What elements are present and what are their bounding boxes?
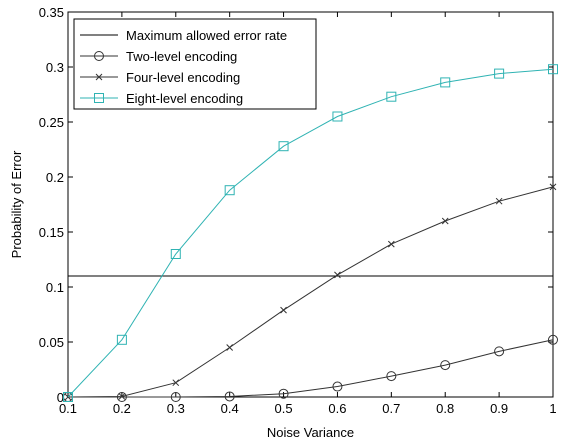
data-point-four-level-encoding-stroke xyxy=(441,217,449,225)
y-axis-label: Probability of Error xyxy=(9,150,24,258)
data-point-two-level-encoding xyxy=(116,392,127,402)
data-point-eight-level-encoding xyxy=(278,141,289,152)
data-point-two-level-encoding xyxy=(170,392,181,402)
series-line-four-level-encoding xyxy=(67,186,554,398)
data-point-four-level-encoding xyxy=(387,240,395,248)
data-point-two-level-encoding xyxy=(332,381,343,392)
y-tick-label: 0 xyxy=(57,390,64,405)
x-tick-label: 1 xyxy=(549,401,556,416)
data-point-eight-level-encoding xyxy=(386,91,397,102)
data-point-eight-level-encoding xyxy=(440,77,451,88)
legend-label-four-level-encoding: Four-level encoding xyxy=(126,70,240,85)
data-point-four-level-encoding-stroke xyxy=(334,271,341,279)
data-point-four-level-encoding xyxy=(549,183,557,191)
data-point-eight-level-encoding xyxy=(494,68,505,79)
data-point-four-level-encoding xyxy=(172,379,180,387)
legend-marker-two-level-encoding xyxy=(94,51,104,61)
data-point-eight-level-encoding xyxy=(224,185,235,196)
legend-marker-eight-level-encoding xyxy=(94,93,104,103)
data-point-four-level-encoding-stroke xyxy=(118,393,126,400)
x-tick-label: 0.2 xyxy=(113,401,131,416)
data-point-four-level-encoding-stroke xyxy=(280,306,287,314)
x-tick-label: 0.4 xyxy=(221,401,239,416)
legend-label-eight-level-encoding: Eight-level encoding xyxy=(126,91,243,106)
y-tick-label: 0.15 xyxy=(39,225,64,240)
data-point-four-level-encoding-stroke xyxy=(226,344,234,351)
data-point-four-level-encoding xyxy=(441,217,449,225)
y-tick-label: 0.05 xyxy=(39,335,64,350)
data-point-four-level-encoding-stroke xyxy=(172,379,180,387)
data-point-four-level-encoding xyxy=(118,393,126,400)
data-point-eight-level-encoding xyxy=(548,64,558,75)
series-line-eight-level-encoding xyxy=(67,68,554,398)
data-point-four-level-encoding xyxy=(334,271,341,279)
legend-box xyxy=(73,18,317,110)
data-point-eight-level-encoding xyxy=(170,249,181,259)
y-tick-label: 0.1 xyxy=(46,280,64,295)
y-tick-label: 0.25 xyxy=(39,115,64,130)
data-point-four-level-encoding xyxy=(280,306,287,314)
data-point-eight-level-encoding xyxy=(332,111,343,122)
data-point-two-level-encoding xyxy=(278,388,289,399)
data-point-eight-level-encoding xyxy=(116,334,127,345)
x-tick-label: 0.5 xyxy=(275,401,293,416)
data-point-four-level-encoding xyxy=(495,197,503,205)
data-point-four-level-encoding xyxy=(226,344,234,351)
data-point-four-level-encoding-stroke xyxy=(495,197,503,205)
data-point-four-level-encoding-stroke xyxy=(387,240,395,248)
x-tick-label: 0.6 xyxy=(328,401,346,416)
data-point-two-level-encoding xyxy=(224,391,235,402)
y-tick-label: 0.3 xyxy=(46,60,64,75)
x-tick-label: 0.1 xyxy=(59,401,77,416)
data-point-two-level-encoding xyxy=(386,371,397,382)
legend-label-two-level-encoding: Two-level encoding xyxy=(126,49,237,64)
data-point-four-level-encoding-stroke xyxy=(549,183,557,191)
y-tick-label: 0.35 xyxy=(39,5,64,20)
legend-marker-four-level-encoding xyxy=(95,73,103,81)
x-tick-label: 0.3 xyxy=(167,401,185,416)
x-tick-label: 0.7 xyxy=(382,401,400,416)
x-tick-label: 0.9 xyxy=(490,401,508,416)
legend-label-maximum-allowed-error-rate: Maximum allowed error rate xyxy=(126,28,287,43)
series-line-two-level-encoding xyxy=(68,339,554,398)
data-point-two-level-encoding xyxy=(548,334,558,345)
data-point-two-level-encoding xyxy=(494,346,505,357)
data-point-two-level-encoding xyxy=(440,360,451,371)
legend: Maximum allowed error rate Two-level enco… xyxy=(73,18,317,110)
legend-marker-four-level-encoding-stroke xyxy=(95,73,103,81)
data-point-eight-level-encoding xyxy=(63,392,73,402)
x-axis-label: Noise Variance xyxy=(267,425,354,440)
x-tick-label: 0.8 xyxy=(436,401,454,416)
y-tick-label: 0.2 xyxy=(46,170,64,185)
